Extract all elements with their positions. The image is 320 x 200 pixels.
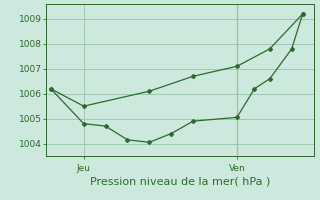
X-axis label: Pression niveau de la mer( hPa ): Pression niveau de la mer( hPa ) (90, 177, 270, 187)
